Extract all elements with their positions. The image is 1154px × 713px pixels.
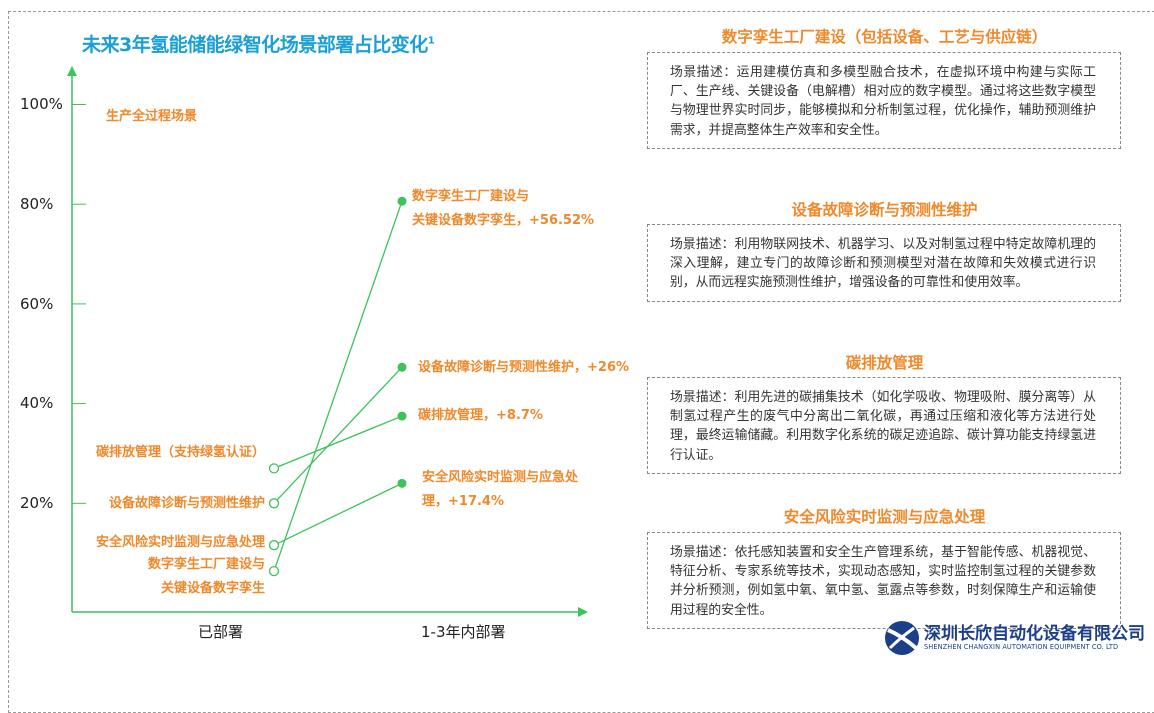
series-line-2 [273, 415, 403, 470]
right-label-twin-1: 数字孪生工厂建设与 [412, 189, 530, 204]
panel-title-safety: 安全风险实时监测与应急处理 [783, 508, 986, 526]
left-label-safety: 安全风险实时监测与应急处理 [95, 535, 265, 550]
left-label-twin-1: 数字孪生工厂建设与 [147, 557, 265, 572]
panel-desc-digital-twin: 场景描述：运用建模仿真和多模型融合技术，在虚拟环境中构建与实际工厂、生产线、关键… [647, 52, 1121, 149]
slope-chart [67, 66, 588, 617]
logo-mark-icon [885, 621, 919, 655]
panel-title-fault: 设备故障诊断与预测性维护 [791, 201, 978, 219]
left-label-twin-2: 关键设备数字孪生 [160, 581, 265, 596]
y-tick-100: 100% [20, 95, 63, 113]
point-deployed-1 [268, 498, 280, 509]
logo-name-en: SHENZHEN CHANGXIN AUTOMATION EQUIPMENT C… [924, 643, 1119, 651]
point-future-0 [397, 196, 407, 206]
point-future-2 [397, 411, 407, 421]
right-label-twin-2: 关键设备数字孪生，+56.52% [412, 213, 595, 228]
y-tick-20: 20% [20, 494, 54, 512]
point-future-3 [397, 478, 407, 488]
series-line-1 [273, 366, 403, 504]
logo-name: 深圳长欣自动化设备有限公司 [924, 624, 1145, 644]
title-footnote: 1 [427, 35, 435, 47]
company-logo: 深圳长欣自动化设备有限公司 SHENZHEN CHANGXIN AUTOMATI… [884, 620, 1145, 656]
point-deployed-2 [268, 463, 280, 474]
right-label-fault: 设备故障诊断与预测性维护，+26% [418, 360, 630, 375]
panel-desc-carbon: 场景描述：利用先进的碳捕集技术（如化学吸收、物理吸附、膜分离等）从制氢过程产生的… [647, 377, 1121, 474]
panel-desc-safety: 场景描述：依托感知装置和安全生产管理系统，基于智能传感、机器视觉、特征分析、专家… [647, 532, 1121, 629]
chart-title: 未来3年氢能储能绿智化场景部署占比变化1 [82, 30, 435, 57]
y-tick-60: 60% [20, 295, 54, 313]
panel-title-carbon: 碳排放管理 [845, 354, 924, 372]
axis-annotation: 生产全过程场景 [106, 109, 198, 124]
x-category-1-3-years: 1-3年内部署 [421, 623, 506, 641]
y-tick-40: 40% [20, 394, 54, 412]
right-label-carbon: 碳排放管理，+8.7% [418, 408, 543, 423]
y-tick-80: 80% [20, 195, 54, 213]
right-label-safety-2: 理，+17.4% [422, 494, 504, 509]
series-line-0 [273, 200, 403, 572]
x-category-deployed: 已部署 [198, 623, 244, 641]
panel-desc-fault: 场景描述：利用物联网技术、机器学习、以及对制氢过程中特定故障机理的深入理解，建立… [647, 224, 1121, 302]
chart-title-text: 未来3年氢能储能绿智化场景部署占比变化 [82, 34, 428, 56]
right-label-safety-1: 安全风险实时监测与应急处 [422, 470, 579, 485]
y-axis-arrow-icon [67, 66, 77, 76]
left-label-fault: 设备故障诊断与预测性维护 [108, 496, 265, 511]
panel-title-digital-twin: 数字孪生工厂建设（包括设备、工艺与供应链） [721, 28, 1048, 46]
point-future-1 [397, 362, 407, 372]
series-line-3 [273, 482, 403, 546]
left-label-carbon: 碳排放管理（支持绿氢认证） [95, 445, 265, 460]
point-deployed-3 [268, 540, 280, 551]
point-deployed-0 [268, 565, 280, 577]
x-axis-arrow-icon [578, 607, 588, 617]
